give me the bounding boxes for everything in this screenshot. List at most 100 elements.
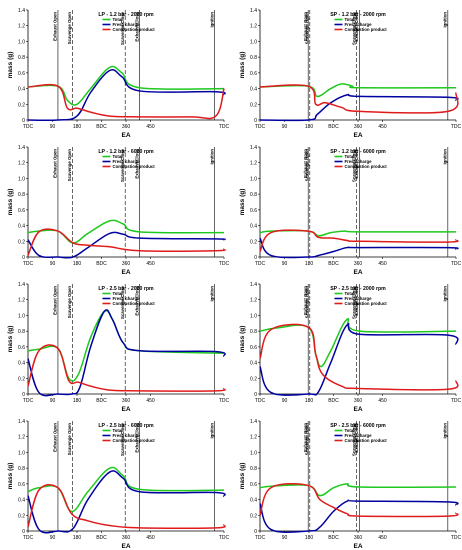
x-tick-label: 360 — [122, 535, 131, 541]
legend-entry: Combustion product — [344, 301, 387, 306]
x-tick-label: 450 — [378, 124, 387, 130]
x-tick-label: 180 — [305, 261, 314, 267]
x-tick-label: 90 — [282, 261, 288, 267]
x-tick-label: 360 — [354, 124, 363, 130]
event-label: Scavenge Open — [305, 423, 310, 456]
series-line-total — [259, 229, 457, 237]
event-label: Ignition — [443, 423, 448, 439]
x-tick-label: BDC — [96, 535, 107, 541]
series-line-combustion-product — [27, 483, 226, 529]
y-tick-label: 0.8 — [250, 192, 257, 198]
y-tick-label: 0.2 — [18, 513, 25, 519]
series-line-combustion-product — [259, 229, 459, 252]
x-tick-label: 450 — [378, 535, 387, 541]
x-axis-label: EA — [353, 406, 362, 413]
event-label: Exhaust Close — [354, 285, 359, 315]
y-tick-label: 0.4 — [18, 498, 25, 504]
x-axis-label: EA — [121, 132, 130, 139]
legend-entry: Fresh charge — [344, 22, 372, 27]
event-label: Exhaust Close — [134, 285, 139, 315]
series-line-fresh-charge — [27, 309, 226, 397]
legend-entry: Total — [112, 154, 122, 159]
legend-entry: Fresh charge — [112, 159, 140, 164]
x-tick-label: 450 — [146, 124, 155, 130]
chart-title: LP - 2.5 bar - 2000 rpm — [98, 286, 154, 292]
x-tick-label: 450 — [146, 535, 155, 541]
x-tick-label: 90 — [50, 398, 56, 404]
chart-title: SP - 2.5 bar - 6000 rpm — [330, 423, 386, 429]
event-label: Scavenge Close — [120, 148, 125, 182]
event-label: Scavenge Close — [351, 148, 356, 182]
event-label: Exhaust Close — [134, 11, 139, 41]
y-tick-label: 0.6 — [250, 345, 257, 351]
y-axis-label: mass (g) — [239, 463, 246, 490]
series-line-fresh-charge — [27, 470, 226, 534]
x-axis-label: EA — [353, 543, 362, 550]
y-axis-label: mass (g) — [7, 189, 14, 216]
y-tick-label: 0.2 — [18, 102, 25, 108]
event-label: Ignition — [443, 286, 448, 302]
x-tick-label: TDC — [451, 261, 462, 267]
x-tick-label: 180 — [305, 535, 314, 541]
x-axis-label: EA — [121, 406, 130, 413]
y-tick-label: 0.8 — [250, 55, 257, 61]
y-tick-label: 0 — [254, 118, 257, 124]
y-tick-label: 0.6 — [250, 208, 257, 214]
legend-entry: Fresh charge — [344, 433, 372, 438]
event-label: Scavenge Open — [305, 12, 310, 45]
series-line-fresh-charge — [27, 231, 226, 259]
x-tick-label: 90 — [50, 261, 56, 267]
x-tick-label: TDC — [219, 398, 230, 404]
x-tick-label: TDC — [255, 398, 266, 404]
x-tick-label: TDC — [255, 261, 266, 267]
event-label: Exhaust Close — [134, 148, 139, 178]
x-tick-label: 180 — [305, 398, 314, 404]
y-tick-label: 0.6 — [18, 345, 25, 351]
y-tick-label: 1.2 — [250, 161, 257, 167]
event-label: Exhaust Open — [303, 12, 308, 41]
y-tick-label: 1.0 — [18, 313, 25, 319]
y-tick-label: 0.2 — [250, 376, 257, 382]
event-label: Ignition — [209, 12, 214, 28]
event-label: Exhaust Open — [53, 149, 58, 178]
series-line-total — [259, 318, 457, 368]
y-tick-label: 1.0 — [18, 176, 25, 182]
x-axis-label: EA — [353, 132, 362, 139]
legend-entry: Total — [344, 17, 354, 22]
chart-title: SP - 2.5 bar - 2000 rpm — [330, 286, 386, 292]
y-tick-label: 1.4 — [18, 8, 25, 14]
series-line-total — [27, 466, 225, 513]
x-tick-label: 90 — [50, 124, 56, 130]
y-tick-label: 0.6 — [250, 71, 257, 77]
y-tick-label: 0.4 — [18, 224, 25, 230]
x-tick-label: TDC — [219, 124, 230, 130]
event-label: Scavenge Close — [120, 285, 125, 319]
legend-entry: Total — [344, 154, 354, 159]
chart-panel-1: 0 0.2 0.4 0.6 0.8 1.0 1.2 1.4 TDC 90 180 BDC 360 450 T… — [7, 8, 230, 139]
legend-entry: Total — [344, 428, 354, 433]
y-tick-label: 0.2 — [250, 513, 257, 519]
y-tick-label: 1.0 — [18, 450, 25, 456]
event-label: Ignition — [209, 149, 214, 165]
x-tick-label: 90 — [282, 535, 288, 541]
y-tick-label: 1.2 — [250, 24, 257, 30]
x-tick-label: 360 — [122, 398, 131, 404]
event-label: Scavenge Open — [67, 423, 72, 456]
y-tick-label: 0.6 — [18, 71, 25, 77]
legend-entry: Total — [112, 428, 122, 433]
y-tick-label: 0.2 — [250, 102, 257, 108]
x-tick-label: 90 — [282, 398, 288, 404]
y-tick-label: 0.6 — [250, 482, 257, 488]
series-line-total — [259, 483, 457, 497]
y-tick-label: 0.4 — [250, 361, 257, 367]
event-label: Exhaust Open — [53, 12, 58, 41]
series-line-combustion-product — [259, 483, 459, 518]
chart-panel-8: 0 0.2 0.4 0.6 0.8 1.0 1.2 1.4 TDC 90 180 BDC 360 450 T… — [239, 419, 462, 550]
x-tick-label: 450 — [146, 398, 155, 404]
y-tick-label: 0.2 — [18, 239, 25, 245]
x-tick-label: 360 — [122, 124, 131, 130]
x-axis-label: EA — [353, 269, 362, 276]
x-tick-label: 180 — [73, 261, 82, 267]
legend-entry: Fresh charge — [112, 22, 140, 27]
